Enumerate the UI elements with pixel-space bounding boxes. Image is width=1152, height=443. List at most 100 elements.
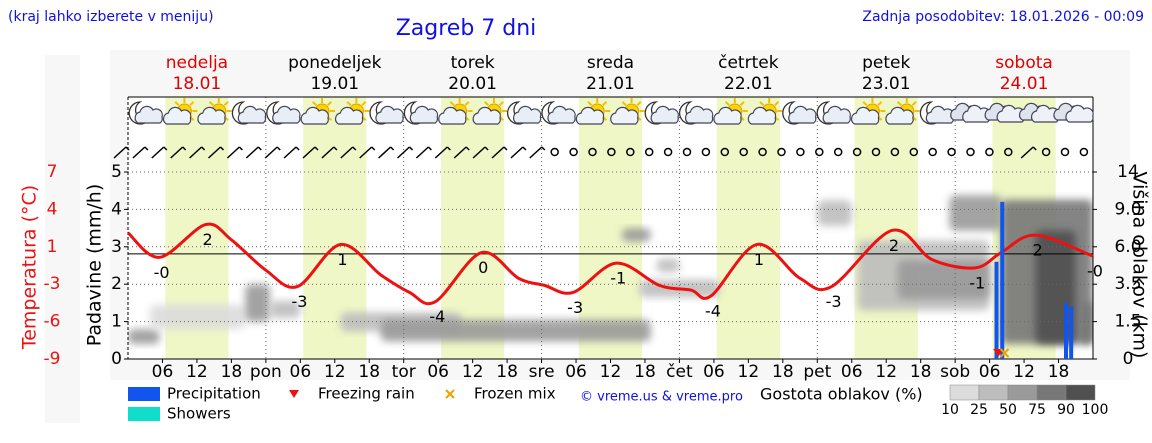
- sun-ray: [739, 101, 745, 107]
- x-tick-label: 18: [910, 362, 932, 382]
- cloud-icon: [438, 106, 467, 125]
- x-tick-label: 12: [462, 362, 484, 382]
- x-tick-label: 06: [841, 362, 863, 382]
- temperature-label: -0: [154, 263, 170, 282]
- wind-barb: [529, 146, 543, 159]
- wind-barb: [207, 146, 222, 159]
- wind-barb: [434, 146, 448, 159]
- legend-label: Frozen mix: [474, 385, 556, 403]
- temperature-tick-label: 1: [47, 237, 58, 257]
- wind-calm: [985, 147, 994, 157]
- legend-swatch: [128, 407, 160, 421]
- cloud-legend-swatch: [1007, 384, 1038, 401]
- temperature-label: -0: [1087, 262, 1103, 281]
- temperature-label: 0: [478, 258, 488, 277]
- wind-calm: [909, 147, 919, 157]
- y-tick-label: 3: [111, 237, 122, 257]
- wind-barb: [396, 146, 411, 159]
- x-tick-label: pet: [803, 362, 831, 382]
- wind-barb-flag: [201, 146, 206, 151]
- wind-calm: [739, 147, 748, 157]
- x-tick-label: 18: [358, 362, 380, 382]
- y2-tick-label: 9.0: [1114, 199, 1141, 219]
- day-date: 19.01: [310, 74, 359, 94]
- x-tick-label: 06: [427, 362, 449, 382]
- wind-barb-flag: [182, 146, 187, 151]
- x-tick-label: 12: [875, 362, 897, 382]
- wind-calm: [607, 147, 616, 157]
- x-tick-label: 12: [600, 362, 622, 382]
- left-panel: [45, 55, 80, 423]
- legend-marker: [289, 390, 299, 398]
- x-tick-label: 06: [979, 362, 1001, 382]
- day-name: ponedeljek: [288, 53, 382, 73]
- wind-calm: [777, 147, 786, 157]
- cloud-icon: [1065, 104, 1094, 123]
- x-tick-label: sob: [940, 362, 970, 382]
- wind-barb-flag: [408, 146, 414, 151]
- cloud-icon: [300, 106, 329, 125]
- legend-swatch: [128, 387, 160, 401]
- temperature-tick-label: 4: [47, 199, 58, 219]
- x-tick-label: 18: [1048, 362, 1070, 382]
- subtitle: (kraj lahko izberete v meniju): [8, 9, 214, 25]
- sun-ray: [312, 101, 318, 107]
- wind-barb-flag: [371, 146, 376, 151]
- wind-barb-flag: [390, 146, 395, 151]
- cloud-icon: [650, 105, 679, 124]
- sun-ray: [896, 101, 902, 107]
- cloud-legend-label: 100: [1082, 402, 1109, 418]
- day-name: petek: [862, 53, 910, 73]
- sun-ray: [877, 101, 883, 107]
- sun-ray: [862, 101, 868, 107]
- wind-calm: [1004, 147, 1013, 157]
- sun-ray: [208, 101, 214, 107]
- wind-barb: [245, 146, 259, 159]
- wind-barb-flag: [257, 146, 262, 151]
- cloud-layer: [149, 304, 246, 330]
- daylight-band: [716, 97, 780, 359]
- wind-calm: [1060, 147, 1070, 157]
- x-tick-label: 18: [496, 362, 518, 382]
- wind-barb: [302, 146, 316, 159]
- y2-tick-label: 6.0: [1114, 237, 1141, 257]
- temperature-axis-title: Temperatura (°C): [19, 185, 41, 350]
- precipitation-bar: [1064, 302, 1069, 359]
- wind-barb-flag: [352, 146, 357, 151]
- sun-ray: [189, 101, 195, 107]
- cloud-legend-label: 25: [970, 402, 988, 418]
- wind-calm: [1079, 147, 1089, 157]
- wind-barb-flag: [163, 146, 168, 151]
- x-tick-label: 12: [1013, 362, 1035, 382]
- y-tick-label: 5: [111, 162, 122, 182]
- wind-barb: [1020, 146, 1034, 159]
- day-name: četrtek: [718, 53, 779, 73]
- wind-barb: [226, 146, 240, 159]
- wind-barb-flag: [125, 146, 130, 151]
- x-tick-label: čet: [666, 362, 693, 382]
- cloud-legend-label: 90: [1057, 402, 1075, 418]
- temperature-label: -1: [610, 269, 626, 288]
- temperature-label: -3: [567, 298, 583, 317]
- sun-ray: [449, 101, 455, 107]
- cloud-layer: [269, 301, 301, 318]
- wind-barb: [491, 146, 505, 159]
- credit: © vreme.us & vreme.pro: [580, 390, 743, 405]
- day-name: nedelja: [166, 53, 228, 73]
- cloud-icon: [684, 105, 714, 124]
- cloud-layer: [949, 195, 1002, 231]
- wind-calm: [890, 147, 900, 157]
- x-tick-label: 06: [290, 362, 312, 382]
- cloud-icon: [272, 105, 301, 124]
- temperature-label: -3: [291, 292, 307, 311]
- sun-ray: [361, 101, 367, 107]
- cloud-icon: [575, 106, 605, 125]
- temperature-label: 2: [889, 236, 899, 255]
- cloud-icon: [713, 106, 742, 125]
- sun-ray: [484, 101, 490, 107]
- legend-label: Precipitation: [167, 385, 261, 403]
- wind-barb: [151, 146, 165, 159]
- temperature-label: -4: [705, 301, 721, 320]
- wind-barb-flag: [276, 146, 281, 151]
